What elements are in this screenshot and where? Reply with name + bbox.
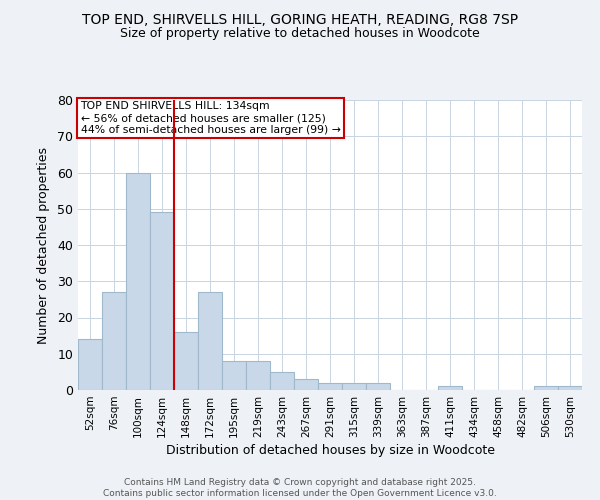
Bar	[438, 386, 462, 390]
Bar	[270, 372, 294, 390]
Bar	[150, 212, 174, 390]
Bar	[558, 386, 582, 390]
Bar	[366, 383, 390, 390]
Bar	[174, 332, 198, 390]
Text: Contains HM Land Registry data © Crown copyright and database right 2025.
Contai: Contains HM Land Registry data © Crown c…	[103, 478, 497, 498]
Bar	[246, 361, 270, 390]
Text: TOP END, SHIRVELLS HILL, GORING HEATH, READING, RG8 7SP: TOP END, SHIRVELLS HILL, GORING HEATH, R…	[82, 12, 518, 26]
Bar	[78, 339, 102, 390]
Bar	[318, 383, 342, 390]
Bar	[222, 361, 246, 390]
Bar	[126, 172, 150, 390]
Text: TOP END SHIRVELLS HILL: 134sqm
← 56% of detached houses are smaller (125)
44% of: TOP END SHIRVELLS HILL: 134sqm ← 56% of …	[80, 102, 340, 134]
Bar	[342, 383, 366, 390]
Bar	[198, 292, 222, 390]
Y-axis label: Number of detached properties: Number of detached properties	[37, 146, 50, 344]
Text: Size of property relative to detached houses in Woodcote: Size of property relative to detached ho…	[120, 28, 480, 40]
X-axis label: Distribution of detached houses by size in Woodcote: Distribution of detached houses by size …	[166, 444, 494, 457]
Bar	[102, 292, 126, 390]
Bar	[294, 379, 318, 390]
Bar	[534, 386, 558, 390]
